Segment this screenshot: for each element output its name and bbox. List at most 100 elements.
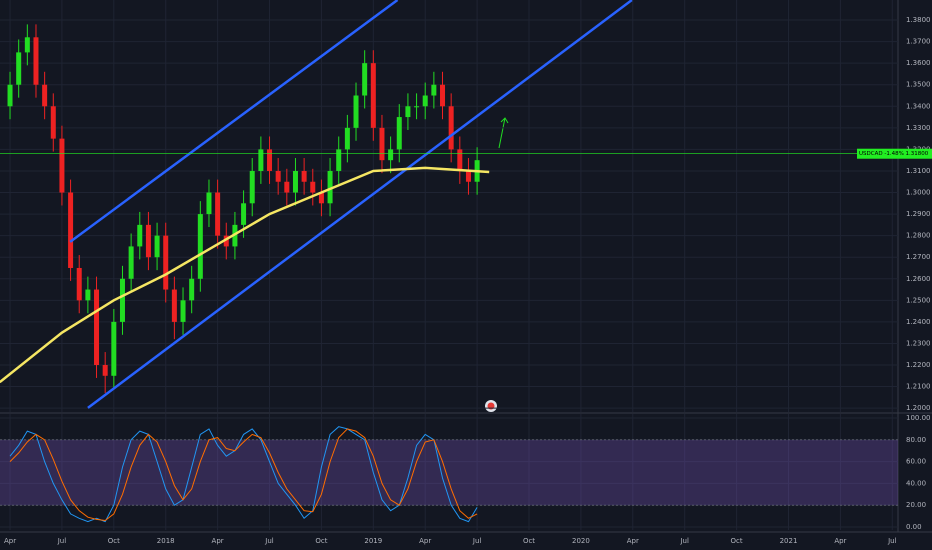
candle-body — [7, 84, 13, 107]
y-tick-label: 1.2600 — [906, 275, 931, 283]
grid-layer — [0, 414, 898, 530]
y-tick-label: 1.2700 — [906, 253, 931, 261]
candle-body — [50, 106, 56, 139]
x-tick-label: 2018 — [157, 537, 175, 545]
candle-body — [267, 149, 273, 171]
candle-body — [197, 214, 203, 279]
y-tick-label: 1.2100 — [906, 383, 931, 391]
x-tick-label: Jul — [472, 537, 482, 545]
y-tick-label: 100.00 — [906, 414, 931, 422]
overbought-band — [0, 439, 898, 506]
y-tick-label: 20.00 — [906, 501, 926, 509]
x-tick-label: Oct — [731, 537, 743, 545]
candle-body — [448, 106, 454, 150]
y-tick-label: 40.00 — [906, 479, 926, 487]
candle-body — [457, 149, 463, 171]
trendline — [69, 0, 399, 243]
trendline — [87, 0, 633, 409]
candle-body — [154, 235, 160, 258]
candle-body — [284, 181, 290, 193]
y-tick-label: 1.3300 — [906, 124, 931, 132]
candle-body — [258, 149, 264, 171]
candle-body — [440, 84, 446, 107]
y-tick-label: 80.00 — [906, 436, 926, 444]
y-tick-label: 1.3500 — [906, 81, 931, 89]
candle-body — [33, 37, 39, 85]
y-tick-label: 1.3800 — [906, 16, 931, 24]
x-tick-label: Jul — [887, 537, 897, 545]
arrow-annotation — [498, 117, 509, 149]
y-tick-label: 0.00 — [906, 523, 922, 531]
candle-body — [111, 321, 117, 376]
candle-body — [292, 170, 298, 193]
x-tick-label: Apr — [834, 537, 846, 545]
y-tick-label: 1.3700 — [906, 38, 931, 46]
candle-body — [370, 63, 376, 128]
y-tick-label: 1.3600 — [906, 59, 931, 67]
x-tick-label: Apr — [212, 537, 224, 545]
candle-body — [431, 84, 437, 96]
candle-body — [223, 235, 229, 247]
y-tick-label: 1.2400 — [906, 318, 931, 326]
candle-body — [362, 63, 368, 96]
candle-body — [241, 203, 247, 225]
y-tick-label: 1.2300 — [906, 339, 931, 347]
candle-body — [76, 267, 82, 301]
candle-body — [102, 365, 108, 376]
candle-body — [215, 192, 221, 236]
candle-body — [59, 138, 65, 193]
candle-body — [206, 192, 212, 215]
x-tick-label: 2019 — [364, 537, 382, 545]
y-tick-label: 1.2200 — [906, 361, 931, 369]
y-tick-label: 60.00 — [906, 458, 926, 466]
candle-body — [94, 289, 100, 366]
y-tick-label: 1.2800 — [906, 232, 931, 240]
x-tick-label: Jul — [57, 537, 67, 545]
y-tick-label: 1.3100 — [906, 167, 931, 175]
x-tick-label: Oct — [523, 537, 535, 545]
price-label-box — [857, 148, 932, 159]
x-tick-label: Apr — [4, 537, 16, 545]
candle-body — [344, 127, 350, 150]
candle-body — [310, 181, 316, 193]
x-tick-label: Oct — [108, 537, 120, 545]
candle-body — [137, 224, 143, 247]
candle-body — [16, 52, 22, 85]
candle-body — [353, 95, 359, 128]
x-tick-label: Apr — [419, 537, 431, 545]
y-tick-label: 1.2900 — [906, 210, 931, 218]
y-tick-label: 1.2500 — [906, 296, 931, 304]
y-tick-label: 1.2000 — [906, 404, 931, 412]
x-tick-label: Jul — [264, 537, 274, 545]
event-icon[interactable] — [485, 400, 497, 412]
candle-body — [128, 246, 134, 279]
marks-layer — [9, 426, 478, 523]
candle-body — [189, 278, 195, 301]
candle-body — [301, 170, 307, 182]
candle-body — [145, 224, 151, 258]
candle-body — [379, 127, 385, 161]
candle-body — [24, 37, 30, 53]
y-tick-label: 1.3000 — [906, 189, 931, 197]
x-tick-label: Oct — [315, 537, 327, 545]
candle-body — [85, 289, 91, 301]
candle-body — [275, 170, 281, 182]
candle-body — [422, 95, 428, 107]
candle-body — [42, 84, 48, 107]
candle-body — [414, 106, 420, 108]
marks-layer — [0, 0, 898, 409]
x-tick-label: 2021 — [780, 537, 798, 545]
candle-body — [318, 192, 324, 204]
x-tick-label: 2020 — [572, 537, 590, 545]
x-tick-label: Apr — [627, 537, 639, 545]
candle-body — [180, 300, 186, 322]
candle-body — [171, 289, 177, 322]
candle-body — [388, 149, 394, 161]
candle-body — [465, 170, 471, 182]
candle-body — [163, 235, 169, 290]
grid-layer — [0, 0, 898, 412]
x-tick-label: Jul — [679, 537, 689, 545]
price-label: USDCAD -1.48% 1.31800 — [859, 151, 929, 157]
series-line — [9, 428, 478, 522]
